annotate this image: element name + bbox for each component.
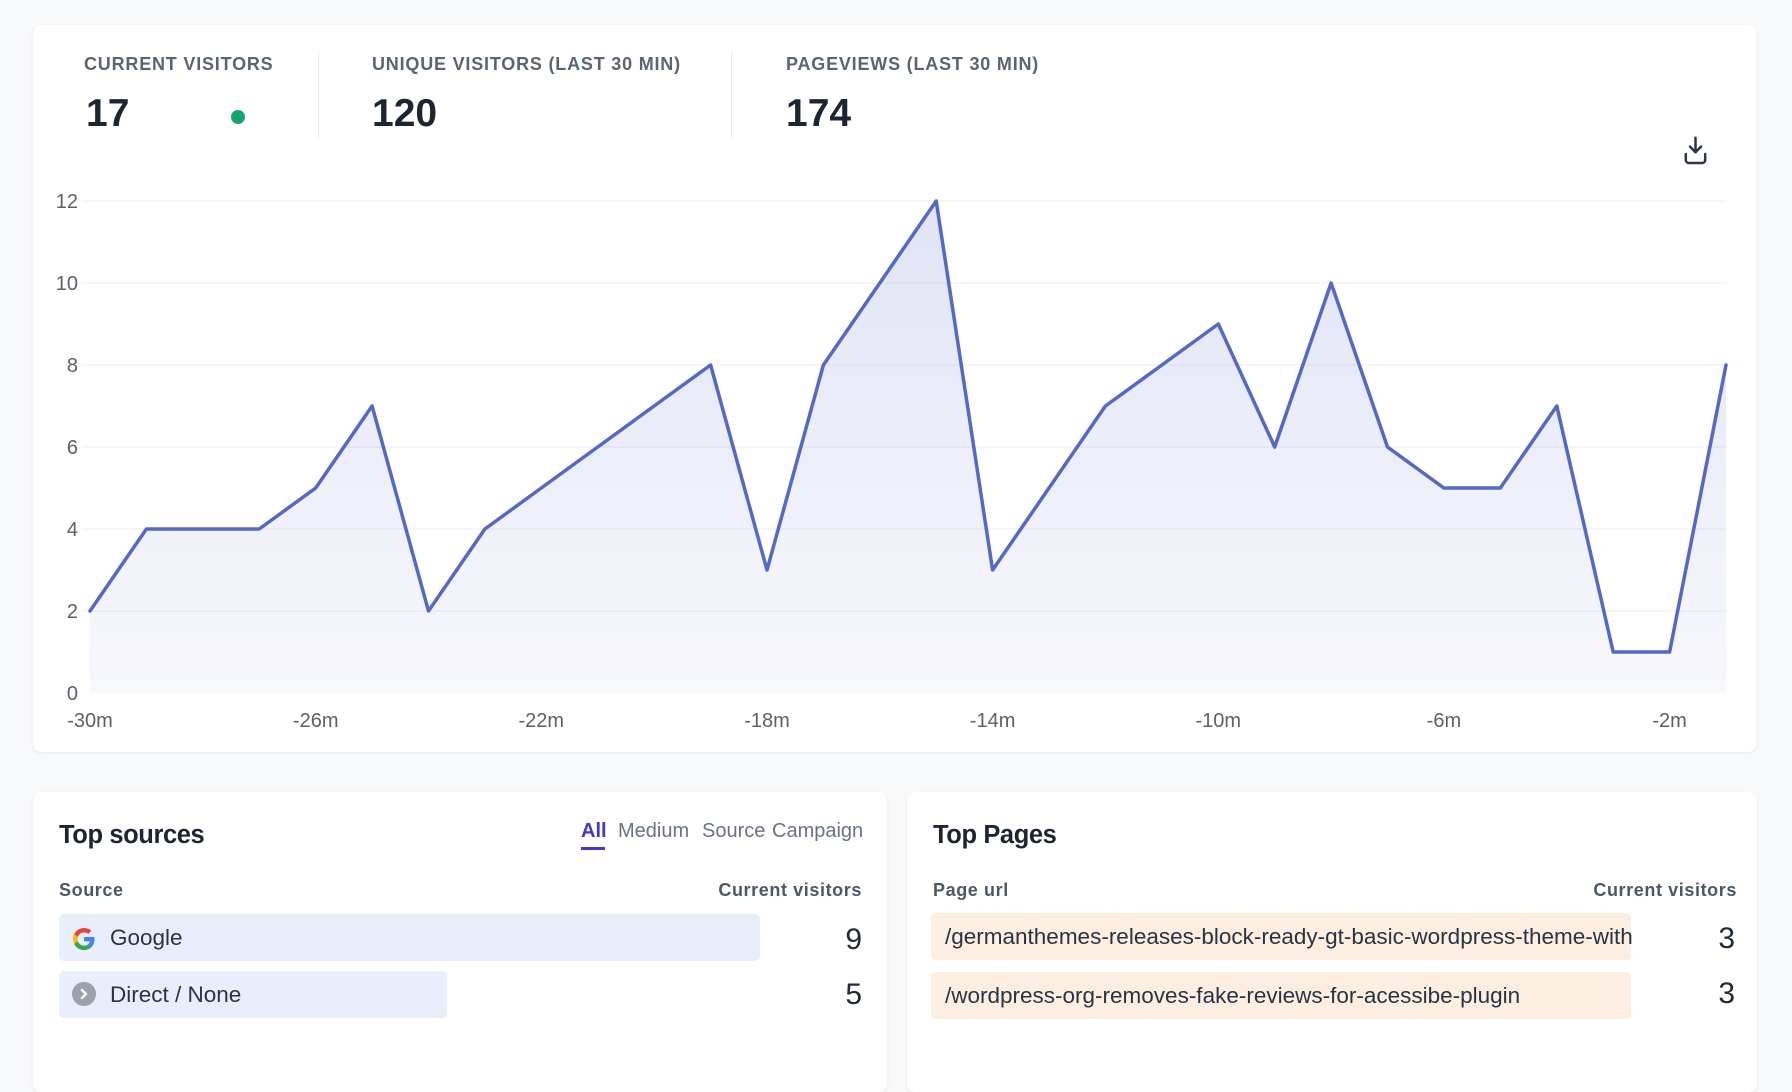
svg-text:-10m: -10m	[1196, 710, 1242, 732]
svg-text:-30m: -30m	[67, 710, 113, 732]
svg-text:-22m: -22m	[519, 710, 565, 732]
svg-text:12: 12	[56, 191, 78, 213]
svg-text:-6m: -6m	[1427, 710, 1461, 732]
svg-text:6: 6	[67, 437, 78, 459]
svg-text:-26m: -26m	[293, 710, 339, 732]
svg-text:0: 0	[67, 683, 78, 705]
svg-text:4: 4	[67, 519, 78, 541]
svg-text:-18m: -18m	[744, 710, 790, 732]
svg-text:-14m: -14m	[970, 710, 1016, 732]
svg-text:10: 10	[56, 273, 78, 295]
svg-text:2: 2	[67, 601, 78, 623]
svg-text:8: 8	[67, 355, 78, 377]
svg-text:-2m: -2m	[1652, 710, 1686, 732]
